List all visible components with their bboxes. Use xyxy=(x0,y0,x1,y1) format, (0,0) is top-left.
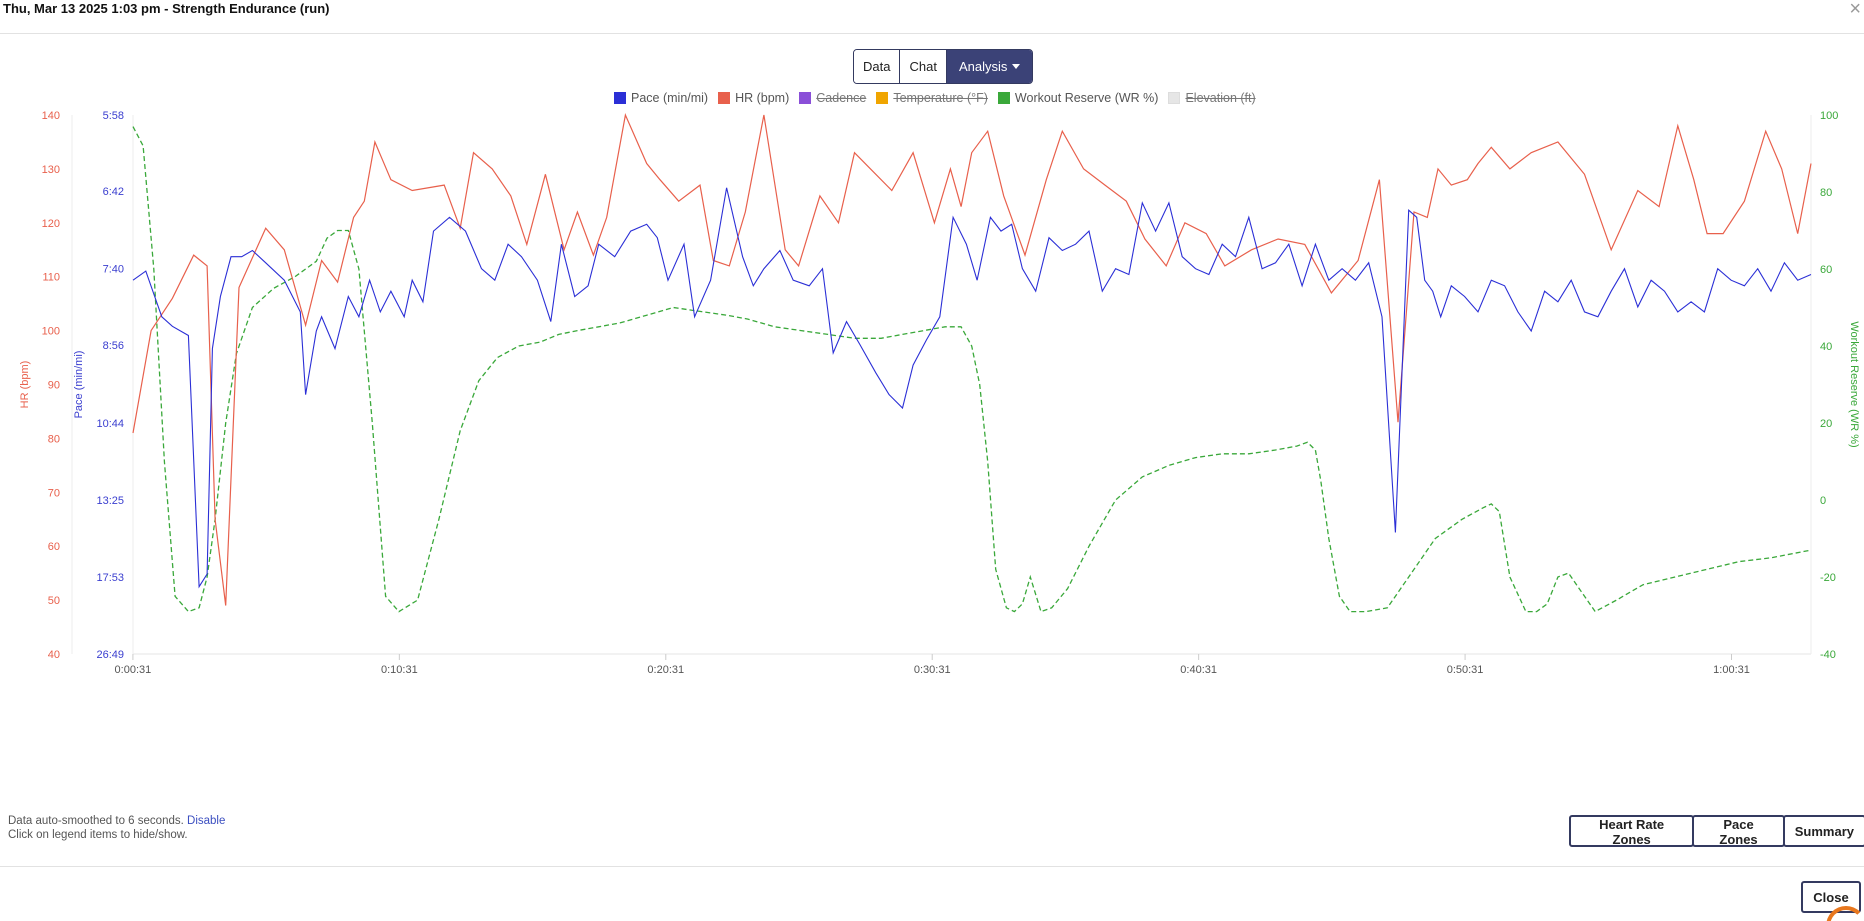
hr-tick-label: 120 xyxy=(42,218,60,230)
zone-buttons: Heart Rate Zones Pace Zones Summary xyxy=(1569,815,1864,847)
legend-swatch xyxy=(718,92,731,104)
legend-hint: Click on legend items to hide/show. xyxy=(8,829,188,841)
pace-tick-label: 10:44 xyxy=(96,418,124,430)
close-icon[interactable]: × xyxy=(1849,0,1861,20)
legend-swatch xyxy=(997,92,1010,104)
x-tick-label: 1:00:31 xyxy=(1713,664,1750,676)
chart-legend: Pace (min/mi) HR (bpm) Cadence Temperatu… xyxy=(614,90,1266,106)
tab-chat[interactable]: Chat xyxy=(900,50,947,83)
legend-swatch xyxy=(1168,92,1181,104)
wr-axis-title: Workout Reserve (WR %) xyxy=(1848,321,1860,447)
x-tick-label: 0:50:31 xyxy=(1447,664,1484,676)
x-tick-label: 0:00:31 xyxy=(115,664,152,676)
x-tick-label: 0:10:31 xyxy=(381,664,418,676)
wr-tick-label: 0 xyxy=(1820,495,1826,507)
legend-label: Pace (min/mi) xyxy=(631,91,709,105)
chart-series xyxy=(132,112,1812,613)
pace-axis-title: Pace (min/mi) xyxy=(73,351,85,419)
chevron-down-icon xyxy=(1012,64,1021,69)
view-tabs: Data Chat Analysis xyxy=(853,49,1034,84)
legend-swatch xyxy=(614,92,626,104)
legend-item-hr[interactable]: HR (bpm) xyxy=(718,91,789,105)
hr-tick-label: 100 xyxy=(42,326,60,338)
hr-line xyxy=(132,112,1812,606)
close-button[interactable]: Close xyxy=(1801,881,1861,913)
pace-tick-label: 13:25 xyxy=(96,495,124,507)
hr-tick-label: 90 xyxy=(48,380,60,392)
pace-tick-label: 8:56 xyxy=(103,340,124,352)
legend-label: Elevation (ft) xyxy=(1185,91,1256,105)
tab-analysis[interactable]: Analysis xyxy=(946,50,1033,83)
legend-label: Temperature (°F) xyxy=(893,91,988,105)
x-tick-label: 0:30:31 xyxy=(914,664,951,676)
hr-tick-label: 140 xyxy=(42,110,60,122)
pace-tick-label: 26:49 xyxy=(96,649,124,661)
pace-tick-label: 17:53 xyxy=(96,572,124,584)
chart-notes: Data auto-smoothed to 6 seconds. Disable… xyxy=(8,814,225,842)
tab-analysis-label: Analysis xyxy=(958,59,1008,74)
wr-tick-label: 40 xyxy=(1820,341,1832,353)
legend-item-workout-reserve[interactable]: Workout Reserve (WR %) xyxy=(997,91,1159,105)
legend-swatch xyxy=(799,92,812,104)
hr-tick-label: 80 xyxy=(48,433,60,445)
legend-item-pace[interactable]: Pace (min/mi) xyxy=(614,91,708,105)
wr-tick-label: 100 xyxy=(1820,110,1838,122)
hr-tick-label: 50 xyxy=(48,595,60,607)
hr-tick-label: 110 xyxy=(42,272,60,284)
window-header: Thu, Mar 13 2025 1:03 pm - Strength Endu… xyxy=(0,0,1864,34)
footer-divider xyxy=(0,866,1864,867)
wr-tick-label: -20 xyxy=(1820,572,1836,584)
legend-swatch xyxy=(876,92,889,104)
legend-item-temperature[interactable]: Temperature (°F) xyxy=(876,91,988,105)
hr-tick-label: 60 xyxy=(48,541,60,553)
workout-reserve-line xyxy=(132,126,1812,613)
hr-axis-title: HR (bpm) xyxy=(19,361,31,409)
wr-tick-label: 20 xyxy=(1820,418,1832,430)
workout-chart[interactable]: 140 130 120 110 100 90 80 70 60 50 40 5:58 6:42 7:40 8… xyxy=(0,100,1864,805)
disable-smoothing-link[interactable]: Disable xyxy=(187,815,226,827)
tab-data[interactable]: Data xyxy=(854,50,901,83)
legend-label: HR (bpm) xyxy=(735,91,790,105)
wr-tick-label: 60 xyxy=(1820,264,1832,276)
summary-button[interactable]: Summary xyxy=(1782,815,1864,847)
x-tick-label: 0:20:31 xyxy=(647,664,684,676)
window-title: Thu, Mar 13 2025 1:03 pm - Strength Endu… xyxy=(3,1,330,16)
hr-tick-label: 70 xyxy=(48,487,60,499)
wr-tick-label: -40 xyxy=(1820,649,1836,661)
pace-tick-label: 6:42 xyxy=(103,186,124,198)
heart-rate-zones-button[interactable]: Heart Rate Zones xyxy=(1569,815,1695,847)
x-tick-label: 0:40:31 xyxy=(1180,664,1217,676)
pace-zones-button[interactable]: Pace Zones xyxy=(1692,815,1785,847)
smoothing-note: Data auto-smoothed to 6 seconds. xyxy=(8,815,184,827)
pace-tick-label: 7:40 xyxy=(103,264,124,276)
legend-label: Cadence xyxy=(816,91,867,105)
hr-tick-label: 130 xyxy=(42,164,60,176)
pace-tick-label: 5:58 xyxy=(103,110,124,122)
legend-label: Workout Reserve (WR %) xyxy=(1014,91,1159,105)
chart-grid xyxy=(71,115,1812,660)
pace-line xyxy=(132,187,1812,589)
chart-axes: 140 130 120 110 100 90 80 70 60 50 40 5:58 6:42 7:40 8… xyxy=(19,110,1860,676)
legend-item-cadence[interactable]: Cadence xyxy=(799,91,866,105)
hr-tick-label: 40 xyxy=(48,649,60,661)
legend-item-elevation[interactable]: Elevation (ft) xyxy=(1168,91,1256,105)
wr-tick-label: 80 xyxy=(1820,187,1832,199)
